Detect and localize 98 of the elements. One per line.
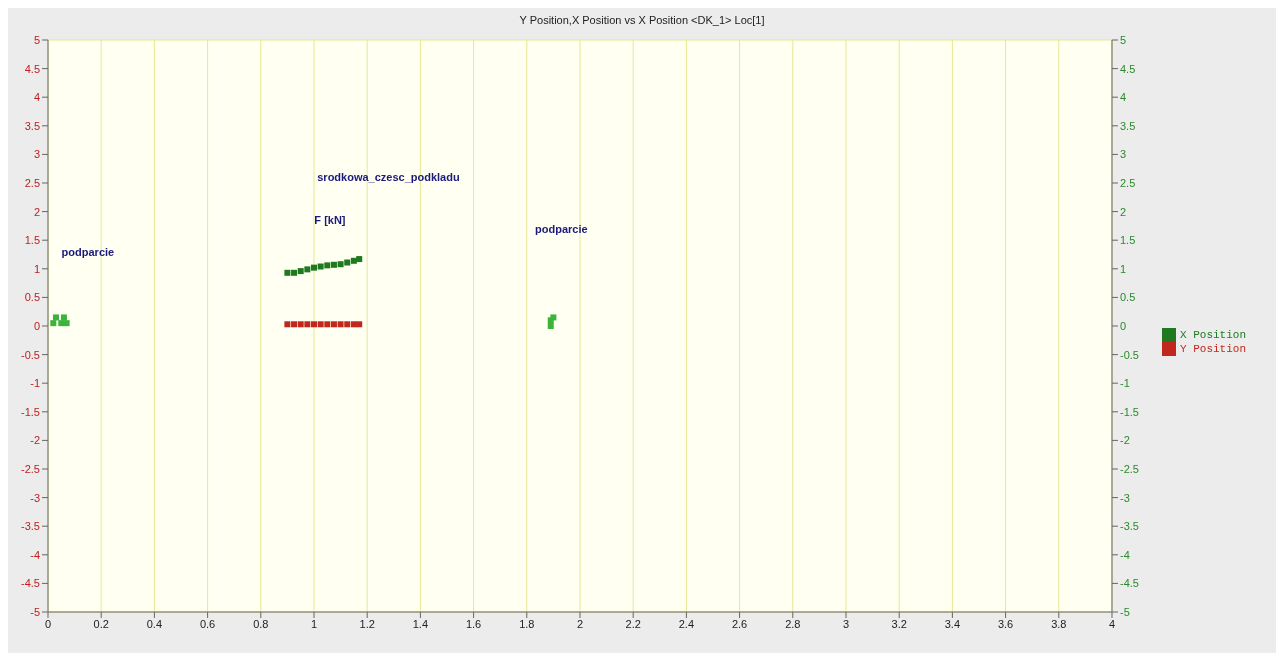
annotation: srodkowa_czesc_podkladu (317, 171, 460, 184)
y2-tick-label: 1.5 (1119, 234, 1136, 247)
point (330, 321, 337, 328)
x-tick-label: 3.2 (891, 617, 907, 630)
x-tick-label: 1.2 (359, 617, 375, 630)
point (317, 263, 324, 270)
y2-tick-label: -5 (1119, 605, 1130, 618)
point (50, 320, 57, 327)
point (297, 321, 304, 328)
y2-tick-label: -1.5 (1119, 405, 1139, 418)
y-tick-label: -2 (30, 434, 40, 447)
y2-tick-label: -2 (1119, 434, 1130, 447)
y-tick-label: 1 (33, 262, 40, 275)
y2-tick-label: -1 (1119, 377, 1130, 390)
point (60, 314, 67, 321)
y2-tick-label: 3 (1119, 148, 1127, 161)
x-tick-label: 0.6 (199, 617, 216, 630)
y-tick-label: 5 (33, 33, 40, 46)
y2-tick-label: 0 (1119, 319, 1127, 332)
point (344, 321, 351, 328)
point (344, 259, 351, 266)
y-tick-label: -2.5 (21, 462, 40, 475)
point (317, 321, 324, 328)
y2-tick-label: 0.5 (1119, 291, 1136, 304)
x-tick-label: 1 (310, 617, 318, 630)
point (356, 256, 363, 263)
y-tick-label: 2.5 (24, 176, 40, 189)
y2-tick-label: 2 (1119, 205, 1127, 218)
x-tick-label: 0.2 (93, 617, 109, 630)
point (284, 269, 291, 276)
x-tick-label: 2.6 (731, 617, 748, 630)
point (284, 321, 291, 328)
point (356, 321, 363, 328)
point (304, 266, 311, 273)
point (547, 323, 554, 329)
y-tick-label: -3.5 (21, 520, 40, 533)
annotation: podparcie (61, 245, 115, 258)
y2-tick-label: 2.5 (1119, 176, 1136, 189)
legend-label: X Position (1179, 328, 1246, 341)
y-tick-label: 2 (33, 205, 40, 218)
y2-tick-label: -0.5 (1119, 348, 1139, 361)
point (52, 314, 59, 321)
y2-tick-label: 5 (1119, 33, 1127, 46)
y-tick-label: 4.5 (24, 62, 40, 75)
point (304, 321, 311, 328)
y-tick-label: 0 (33, 319, 40, 332)
x-tick-label: 0 (44, 617, 52, 630)
x-tick-label: 2 (576, 617, 584, 630)
y-tick-label: 1.5 (24, 234, 40, 247)
legend-label: Y Position (1179, 342, 1246, 355)
x-tick-label: 0.4 (146, 617, 163, 630)
annotation: podparcie (535, 222, 588, 235)
y-tick-label: 3.5 (24, 119, 40, 132)
y2-tick-label: -3.5 (1119, 520, 1139, 533)
annotation: F [kN] (314, 214, 346, 227)
y2-tick-label: 1 (1119, 262, 1127, 275)
x-tick-label: 3.4 (944, 617, 961, 630)
y-tick-label: -4 (30, 548, 40, 561)
point (337, 261, 344, 268)
y-tick-label: -3 (30, 491, 40, 504)
point (311, 321, 317, 328)
x-tick-label: 2.8 (785, 617, 801, 630)
x-tick-label: 1.8 (519, 617, 535, 630)
point (297, 268, 304, 275)
y-tick-label: -5 (30, 605, 40, 618)
x-tick-label: 2.4 (678, 617, 695, 630)
x-tick-label: 4 (1108, 617, 1116, 630)
point (337, 321, 344, 328)
point (291, 321, 298, 328)
x-tick-label: 3 (842, 617, 850, 630)
y2-tick-label: 4 (1119, 91, 1127, 104)
x-tick-label: 1.6 (465, 617, 482, 630)
x-tick-label: 3.8 (1051, 617, 1067, 630)
y2-tick-label: -2.5 (1119, 462, 1139, 475)
y-tick-label: -1 (30, 377, 40, 390)
y-tick-label: 4 (33, 91, 40, 104)
point (324, 321, 331, 328)
y2-tick-label: 3.5 (1119, 119, 1136, 132)
y-tick-label: 0.5 (24, 291, 40, 304)
x-tick-label: 2.2 (625, 617, 641, 630)
y-tick-label: -4.5 (21, 577, 40, 590)
point (63, 320, 70, 327)
y2-tick-label: -3 (1119, 491, 1130, 504)
y-tick-label: -0.5 (21, 348, 40, 361)
point (311, 264, 317, 271)
chart-title: Y Position,X Position vs X Position <DK_1> Loc[1] (518, 13, 766, 28)
x-tick-label: 3.6 (997, 617, 1014, 630)
y2-tick-label: 4.5 (1119, 62, 1136, 75)
point (291, 269, 298, 276)
point (58, 320, 65, 327)
point (330, 261, 337, 268)
point (324, 262, 331, 269)
x-tick-label: 1.4 (412, 617, 429, 630)
x-tick-label: 0.8 (253, 617, 269, 630)
y-tick-label: -1.5 (21, 405, 40, 418)
y2-tick-label: -4.5 (1119, 577, 1139, 590)
y-tick-label: 3 (33, 148, 40, 161)
y2-tick-label: -4 (1119, 548, 1130, 561)
